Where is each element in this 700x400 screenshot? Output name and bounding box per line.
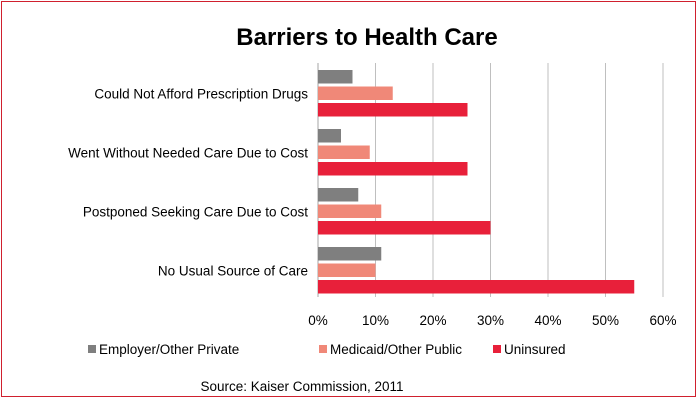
category-label: Went Without Needed Care Due to Cost (68, 145, 308, 160)
category-label: No Usual Source of Care (158, 263, 308, 278)
bar (318, 247, 382, 261)
bar (318, 70, 353, 84)
legend-label: Uninsured (504, 342, 566, 357)
bar (318, 129, 341, 143)
x-tick-label: 60% (649, 313, 676, 328)
category-labels: Could Not Afford Prescription Drugs Went … (68, 86, 308, 278)
legend: Employer/Other Private Medicaid/Other Pub… (88, 342, 566, 357)
legend-swatch (88, 345, 96, 353)
bar (318, 204, 382, 218)
chart-title: Barriers to Health Care (236, 24, 497, 51)
x-tick-label: 20% (419, 313, 446, 328)
legend-swatch (319, 345, 327, 353)
bar (318, 221, 491, 235)
category-label: Postponed Seeking Care Due to Cost (83, 204, 308, 219)
bar (318, 86, 393, 100)
x-tick-label: 30% (477, 313, 504, 328)
bar (318, 280, 635, 294)
bar (318, 162, 468, 176)
bars (318, 70, 635, 294)
source-note: Source: Kaiser Commission, 2011 (200, 379, 403, 394)
bar (318, 145, 370, 159)
legend-swatch (493, 345, 501, 353)
x-tick-label: 10% (362, 313, 389, 328)
x-tick-label: 40% (534, 313, 561, 328)
bar (318, 188, 359, 202)
x-tick-label: 0% (308, 313, 328, 328)
x-tick-labels: 0% 10% 20% 30% 40% 50% 60% (308, 313, 676, 328)
legend-label: Medicaid/Other Public (330, 342, 462, 357)
legend-label: Employer/Other Private (99, 342, 239, 357)
bar (318, 263, 376, 277)
x-tick-label: 50% (592, 313, 619, 328)
bar (318, 103, 468, 117)
category-label: Could Not Afford Prescription Drugs (94, 86, 308, 101)
